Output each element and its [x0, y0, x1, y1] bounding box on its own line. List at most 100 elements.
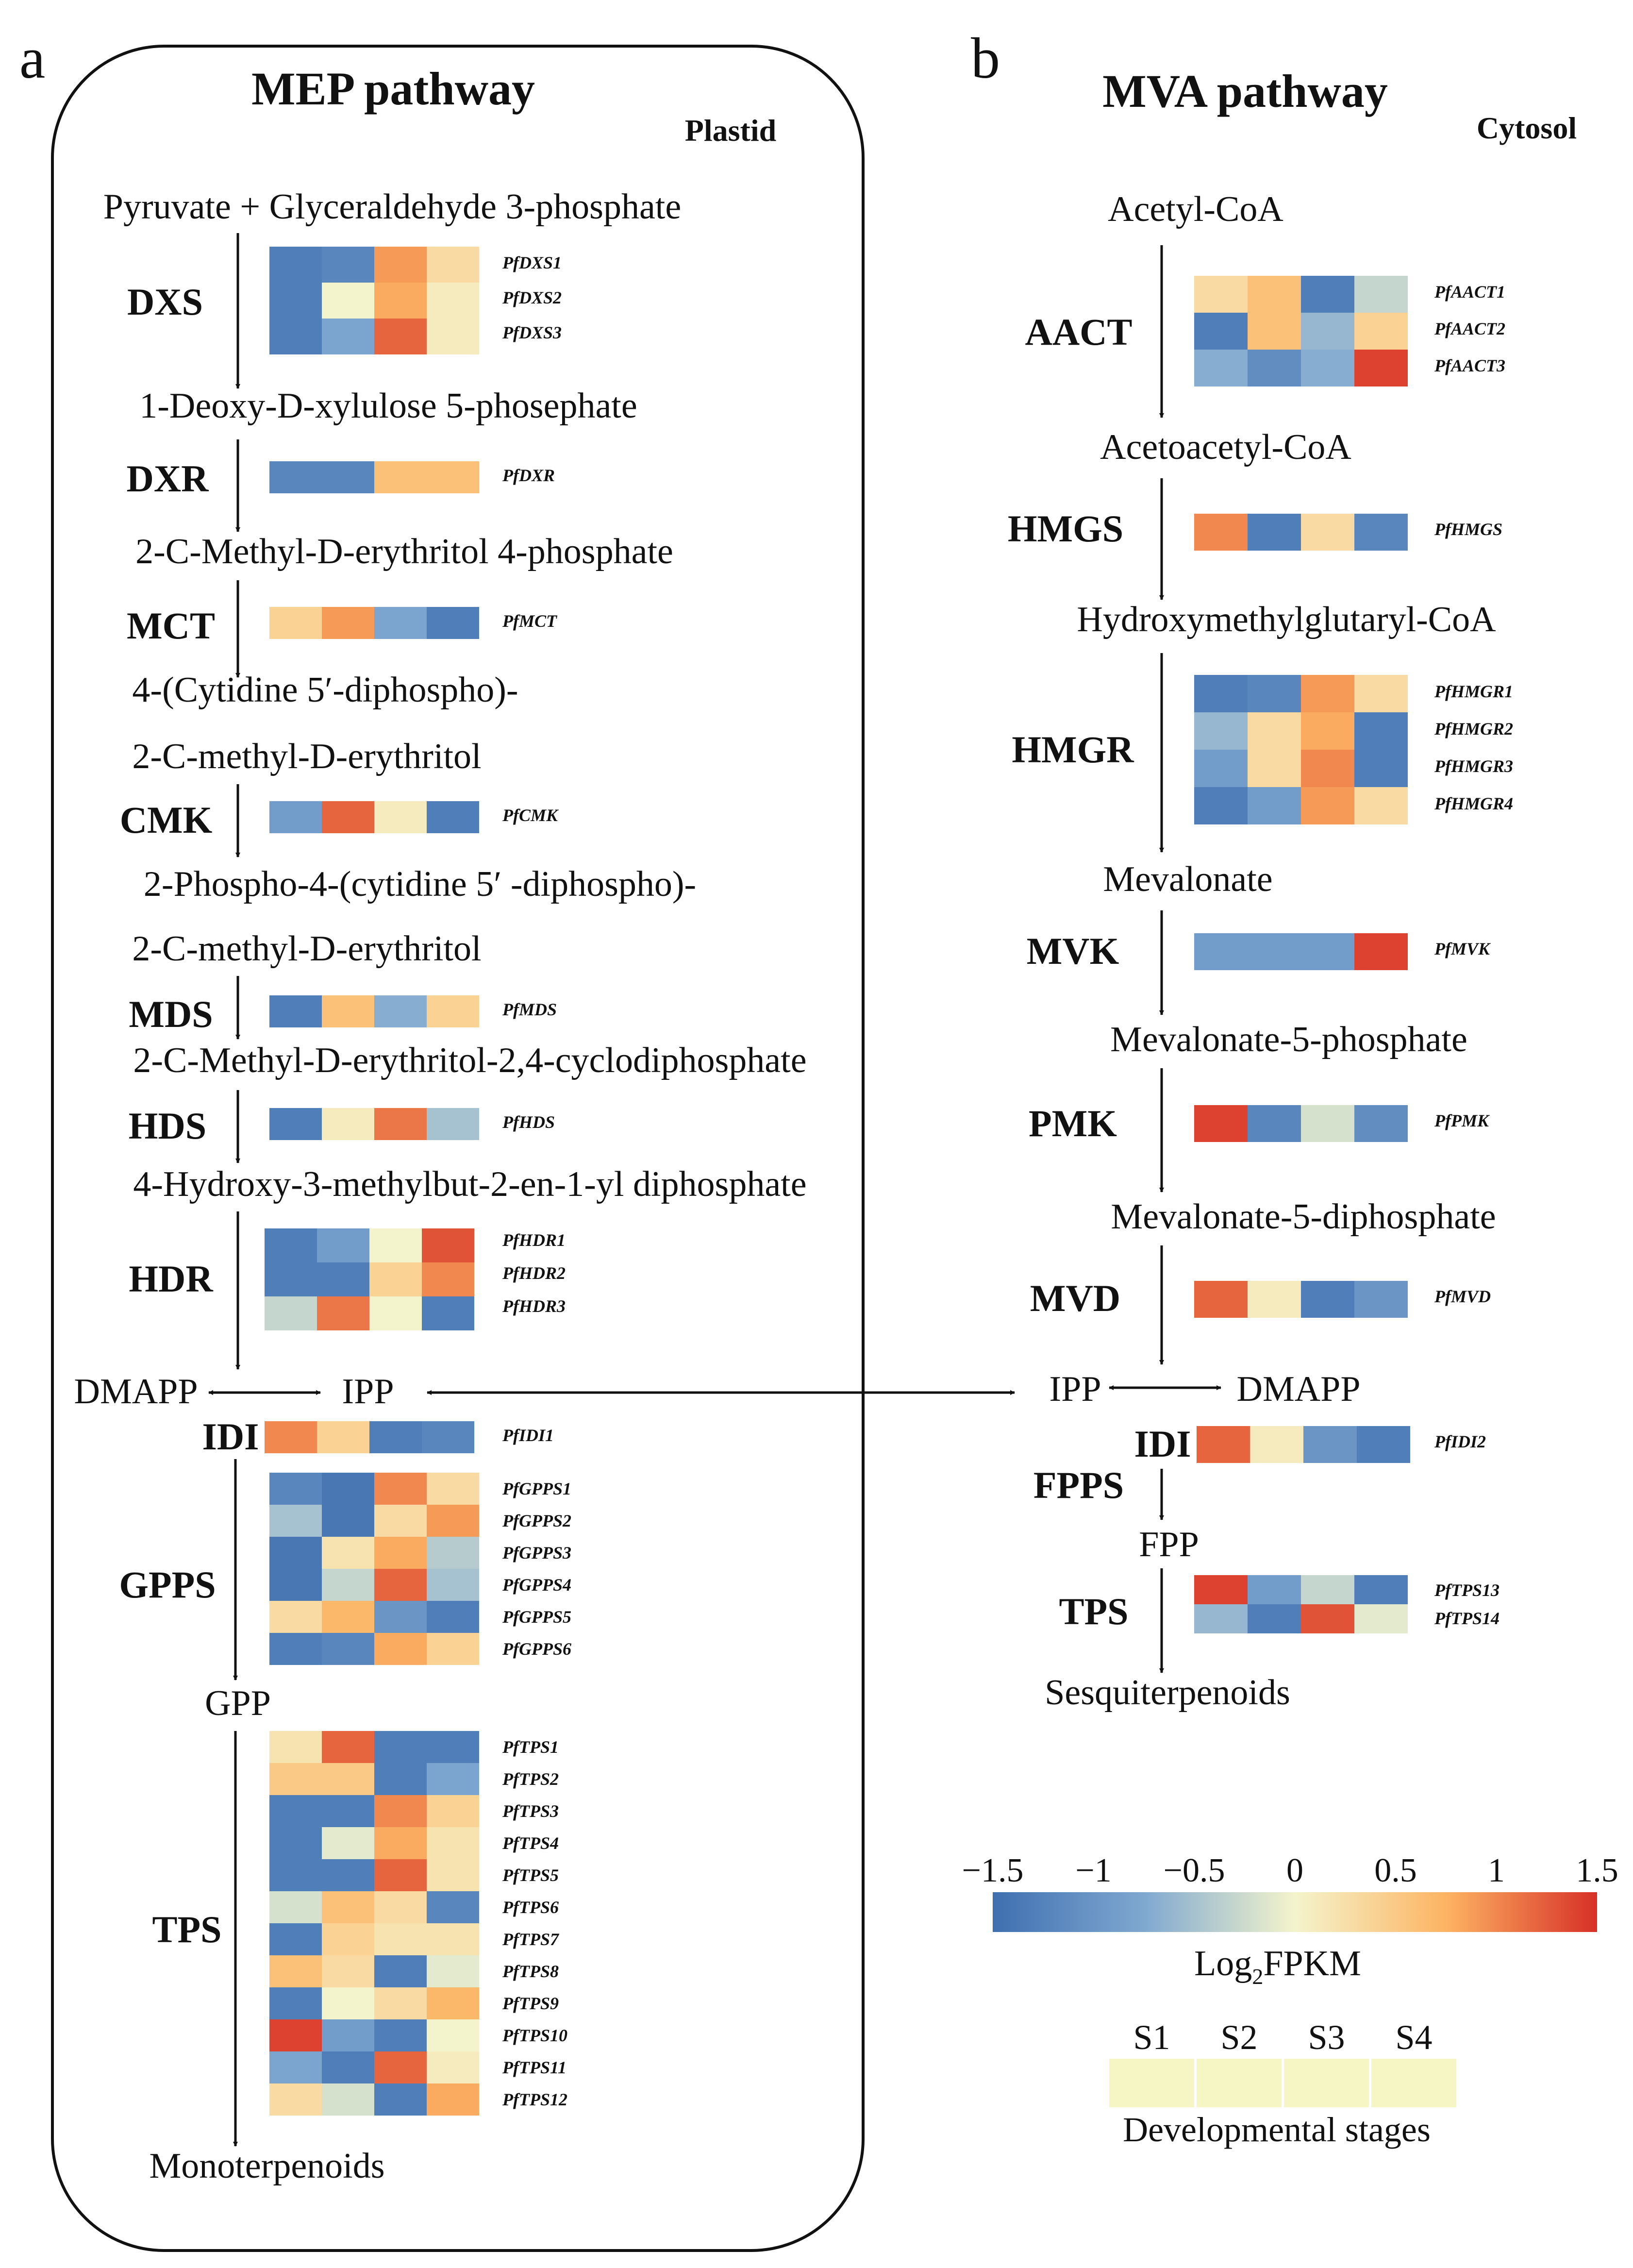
- heatmap-cell-PfTPS10-s4: [427, 2019, 479, 2051]
- enzyme-idi-cytosol: IDI: [1134, 1423, 1191, 1465]
- heatmap-cell-PfHMGS-s3: [1301, 514, 1354, 551]
- gene-label-PfIDI2: PfIDI2: [1434, 1432, 1486, 1451]
- heatmap-cell-PfMVK-s1: [1194, 933, 1248, 970]
- heatmap-cell-PfTPS10-s2: [322, 2019, 374, 2051]
- heatmap-cell-PfCMK-s3: [374, 801, 427, 833]
- mva-title: MVA pathway: [1102, 65, 1388, 117]
- enzyme-idi-plastid: IDI: [202, 1415, 259, 1458]
- heatmap-cell-PfDXS1-s1: [269, 247, 322, 283]
- heatmap-cell-PfTPS13-s4: [1354, 1575, 1408, 1604]
- gene-label-PfHDR2: PfHDR2: [502, 1263, 566, 1283]
- color-scale: −1.5 −1 −0.5 0 0.5 1 1.5 Log2FPKM: [962, 1852, 1618, 1989]
- heatmap-cell-PfGPPS5-s3: [374, 1601, 427, 1633]
- panel-label-b: b: [971, 26, 1000, 90]
- heatmap-cell-PfHMGR2-s4: [1354, 712, 1408, 750]
- heatmap-cell-PfPMK-s2: [1248, 1105, 1301, 1142]
- scale-tick-label: −0.5: [1164, 1852, 1225, 1889]
- heatmap-cell-PfHMGR4-s3: [1301, 787, 1354, 824]
- heatmap-cell-PfHMGR3-s1: [1194, 750, 1248, 787]
- gene-label-PfMCT: PfMCT: [502, 611, 558, 631]
- heatmap-cell-PfAACT3-s3: [1301, 350, 1354, 386]
- heatmap-cell-PfDXS3-s2: [322, 319, 374, 354]
- gene-label-PfTPS2: PfTPS2: [502, 1769, 559, 1789]
- heatmap-cell-PfMCT-s4: [427, 607, 479, 639]
- heatmap-cell-PfGPPS6-s2: [322, 1633, 374, 1665]
- heatmap-cell-PfHDR1-s4: [422, 1228, 474, 1262]
- heatmap-cell-PfMVK-s2: [1248, 933, 1301, 970]
- metabolite-cdp-mep-line2: 2-C-methyl-D-erythritol: [132, 929, 481, 969]
- heatmap-cell-PfIDI1-s4: [422, 1421, 474, 1453]
- heatmap-cell-PfHMGS-s4: [1354, 514, 1408, 551]
- heatmap-cell-PfDXR-s2: [322, 461, 374, 493]
- heatmap-cell-PfHDS-s3: [374, 1108, 427, 1140]
- gene-label-PfGPPS1: PfGPPS1: [502, 1479, 571, 1498]
- gene-label-PfDXS2: PfDXS2: [502, 288, 562, 307]
- heatmap-cell-PfGPPS3-s3: [374, 1537, 427, 1569]
- heatmap-cell-PfTPS11-s2: [322, 2051, 374, 2083]
- heatmap-cell-PfAACT3-s4: [1354, 350, 1408, 386]
- enzyme-tps-cytosol: TPS: [1059, 1590, 1128, 1632]
- heatmap-cell-PfTPS5-s1: [269, 1859, 322, 1891]
- gene-label-PfTPS10: PfTPS10: [502, 2026, 567, 2045]
- heatmap-cell-PfIDI1-s3: [369, 1421, 422, 1453]
- heatmap-cell-PfTPS7-s1: [269, 1923, 322, 1955]
- enzyme-mds: MDS: [129, 993, 213, 1035]
- stage-swatch-S3: [1284, 2059, 1369, 2107]
- heatmap-cell-PfHMGR3-s2: [1248, 750, 1301, 787]
- heatmap-cell-PfIDI1-s1: [265, 1421, 317, 1453]
- enzyme-hdr: HDR: [129, 1258, 214, 1300]
- heatmap-cell-PfMDS-s3: [374, 995, 427, 1027]
- stages-legend: S1 S2 S3 S4 Developmental stages: [1109, 2018, 1456, 2149]
- heatmap-cell-PfMCT-s3: [374, 607, 427, 639]
- heatmap-cell-PfGPPS4-s3: [374, 1569, 427, 1601]
- heatmap-cell-PfTPS13-s1: [1194, 1575, 1248, 1604]
- heatmap-cell-PfGPPS2-s2: [322, 1505, 374, 1537]
- heatmap-cell-PfHMGS-s2: [1248, 514, 1301, 551]
- heatmap-cell-PfHDS-s1: [269, 1108, 322, 1140]
- metabolite-mecpp: 2-C-Methyl-D-erythritol-2,4-cyclodiphosp…: [133, 1041, 806, 1080]
- heatmap-cell-PfTPS14-s2: [1248, 1604, 1301, 1633]
- heatmap-cell-PfAACT2-s1: [1194, 313, 1248, 350]
- heatmap-cell-PfTPS8-s2: [322, 1955, 374, 1987]
- heatmap-cell-PfIDI2-s4: [1357, 1426, 1410, 1463]
- heatmap-cell-PfTPS6-s1: [269, 1891, 322, 1923]
- stage-swatch-S2: [1197, 2059, 1282, 2107]
- heatmap-cell-PfGPPS2-s4: [427, 1505, 479, 1537]
- gene-label-PfTPS11: PfTPS11: [502, 2058, 567, 2077]
- heatmap-cell-PfTPS4-s2: [322, 1827, 374, 1859]
- enzyme-fpps: FPPS: [1033, 1464, 1124, 1506]
- heatmap-cell-PfTPS12-s1: [269, 2083, 322, 2116]
- heatmap-cell-PfHMGR4-s1: [1194, 787, 1248, 824]
- enzyme-tps-plastid: TPS: [152, 1908, 221, 1950]
- stage-label-S3: S3: [1308, 2018, 1345, 2057]
- heatmap-cell-PfTPS11-s3: [374, 2051, 427, 2083]
- scale-tick-label: 0: [1286, 1852, 1303, 1889]
- heatmap-cell-PfHMGR2-s2: [1248, 712, 1301, 750]
- heatmap-cell-PfMVK-s3: [1301, 933, 1354, 970]
- color-scale-title-main: Log: [1194, 1944, 1252, 1983]
- enzyme-dxr: DXR: [127, 457, 210, 500]
- heatmap-cell-PfGPPS1-s3: [374, 1473, 427, 1505]
- heatmap-cell-PfAACT1-s2: [1248, 276, 1301, 313]
- heatmap-cell-PfGPPS6-s4: [427, 1633, 479, 1665]
- gene-label-PfTPS5: PfTPS5: [502, 1865, 559, 1885]
- heatmap-cell-PfAACT2-s3: [1301, 313, 1354, 350]
- metabolite-ipp-cytosol: IPP: [1050, 1369, 1101, 1409]
- heatmap-cell-PfIDI2-s1: [1197, 1426, 1250, 1463]
- heatmap-cell-PfGPPS2-s1: [269, 1505, 322, 1537]
- gene-label-PfDXS1: PfDXS1: [502, 253, 562, 272]
- heatmap-cell-PfDXS3-s3: [374, 319, 427, 354]
- heatmap-cell-PfTPS12-s3: [374, 2083, 427, 2116]
- heatmap-cell-PfTPS9-s3: [374, 1987, 427, 2019]
- heatmap-cell-PfMDS-s1: [269, 995, 322, 1027]
- heatmap-cell-PfTPS1-s4: [427, 1731, 479, 1763]
- gene-label-PfHDR3: PfHDR3: [502, 1296, 566, 1316]
- heatmap-cell-PfHDR3-s2: [317, 1296, 369, 1330]
- heatmap-cell-PfGPPS3-s2: [322, 1537, 374, 1569]
- heatmap-cell-PfTPS2-s4: [427, 1763, 479, 1795]
- color-scale-bar: [993, 1892, 1597, 1932]
- heatmap-cell-PfTPS6-s2: [322, 1891, 374, 1923]
- heatmap-cell-PfTPS3-s2: [322, 1795, 374, 1827]
- heatmap-cell-PfHDR2-s4: [422, 1262, 474, 1296]
